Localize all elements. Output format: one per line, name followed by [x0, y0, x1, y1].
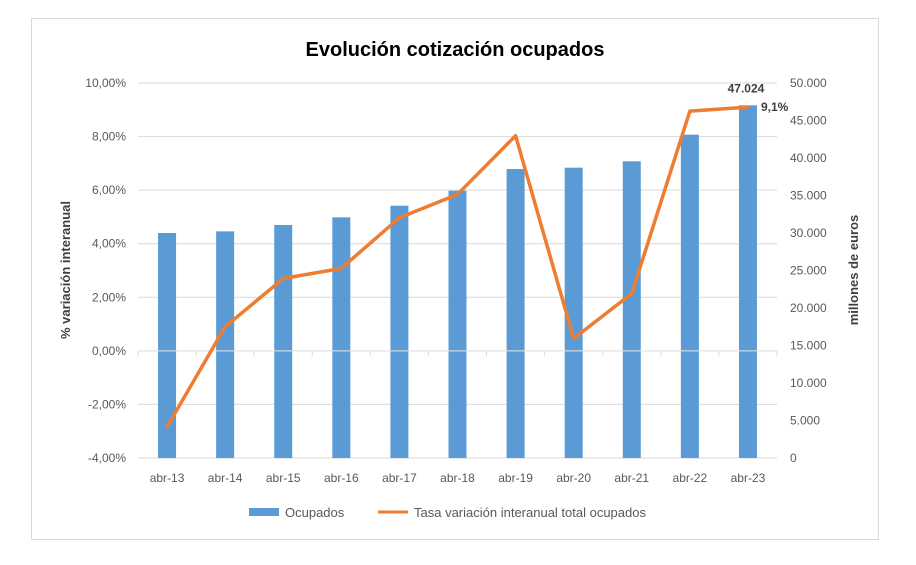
bar-abr-19: [506, 169, 525, 458]
chart-frame: [31, 18, 879, 540]
line-point-abr-23: [746, 105, 750, 109]
y-left-tick-label: 4,00%: [92, 237, 126, 251]
y-left-tick-label: 8,00%: [92, 130, 126, 144]
line-point-abr-14: [223, 325, 227, 329]
bar-abr-16: [332, 217, 351, 458]
bar-abr-18: [448, 190, 467, 458]
legend-swatch-ocupados: [249, 508, 279, 516]
y-right-tick-label: 10.000: [790, 376, 827, 390]
legend-label-tasa: Tasa variación interanual total ocupados: [414, 505, 646, 520]
bar-abr-17: [390, 205, 409, 458]
bar-abr-14: [216, 231, 235, 458]
line-point-abr-15: [281, 277, 285, 281]
bar-abr-15: [274, 224, 293, 458]
y-right-tick-label: 30.000: [790, 226, 827, 240]
line-data-label: 9,1%: [761, 100, 789, 114]
bar-data-label: 47.024: [728, 81, 765, 95]
chart-title: Evolución cotización ocupados: [306, 39, 605, 61]
line-point-abr-19: [514, 134, 518, 138]
y-axis-right-label: millones de euros: [846, 215, 861, 326]
y-left-tick-label: 0,00%: [92, 344, 126, 358]
bar-abr-23: [738, 105, 757, 458]
x-tick-label: abr-23: [731, 471, 766, 485]
bar-abr-13: [158, 233, 177, 458]
line-point-abr-21: [630, 292, 634, 296]
line-point-abr-20: [572, 337, 576, 341]
line-point-abr-22: [688, 109, 692, 113]
line-point-abr-16: [339, 266, 343, 270]
line-point-abr-17: [397, 216, 401, 220]
y-right-tick-label: 50.000: [790, 76, 827, 90]
x-tick-label: abr-14: [208, 471, 243, 485]
x-tick-label: abr-18: [440, 471, 475, 485]
bar-abr-20: [564, 167, 583, 459]
y-right-tick-label: 5.000: [790, 414, 820, 428]
x-tick-label: abr-16: [324, 471, 359, 485]
legend: Ocupados Tasa variación interanual total…: [249, 505, 646, 520]
y-left-tick-label: 6,00%: [92, 183, 126, 197]
y-left-tick-label: -4,00%: [88, 451, 126, 465]
line-point-abr-13: [165, 425, 169, 429]
y-right-tick-label: 25.000: [790, 264, 827, 278]
y-right-tick-label: 45.000: [790, 114, 827, 128]
x-tick-label: abr-15: [266, 471, 301, 485]
x-tick-label: abr-17: [382, 471, 417, 485]
line-point-abr-18: [456, 192, 459, 196]
bar-abr-22: [680, 134, 699, 459]
x-tick-label: abr-22: [673, 471, 708, 485]
y-right-tick-label: 15.000: [790, 339, 827, 353]
y-right-tick-label: 40.000: [790, 151, 827, 165]
x-tick-label: abr-19: [498, 471, 533, 485]
bar-abr-21: [622, 161, 641, 459]
y-axis-left-label: % variación interanual: [58, 201, 73, 339]
x-tick-label: abr-13: [150, 471, 185, 485]
y-left-tick-label: -2,00%: [88, 397, 126, 411]
y-right-tick-label: 35.000: [790, 189, 827, 203]
y-right-tick-label: 20.000: [790, 301, 827, 315]
y-right-tick-label: 0: [790, 451, 797, 465]
y-left-tick-label: 10,00%: [85, 76, 126, 90]
y-left-tick-label: 2,00%: [92, 290, 126, 304]
legend-label-ocupados: Ocupados: [285, 505, 345, 520]
x-tick-label: abr-20: [556, 471, 591, 485]
x-tick-label: abr-21: [614, 471, 649, 485]
